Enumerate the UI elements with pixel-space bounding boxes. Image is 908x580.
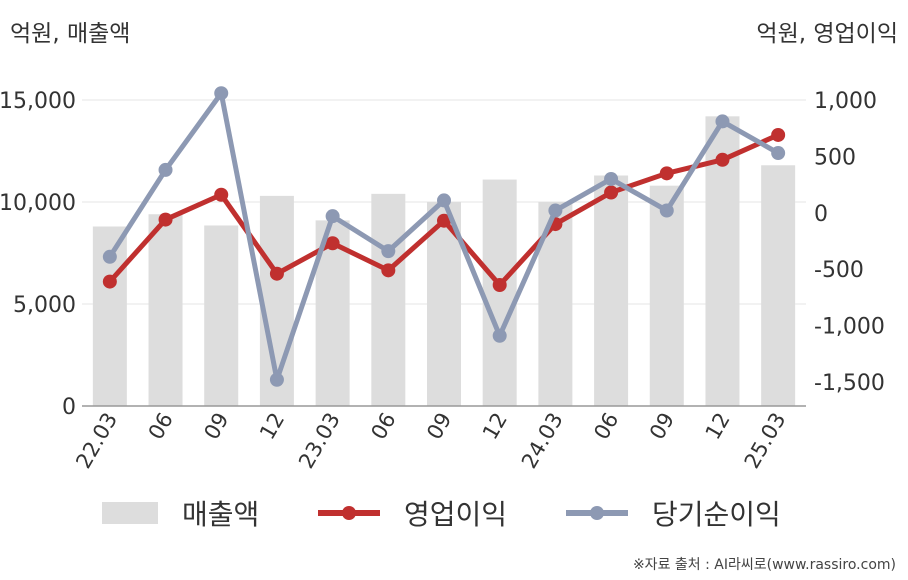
legend-swatch-point [342, 506, 356, 520]
series-point [604, 185, 619, 200]
x-tick-label: 06 [144, 409, 178, 444]
x-tick-label: 12 [255, 409, 289, 444]
left-axis-unit-label: 억원, 매출액 [10, 21, 131, 47]
right-tick-label: -1,000 [814, 315, 885, 340]
legend-swatch-bar [102, 502, 158, 524]
right-tick-label: 1,000 [814, 89, 877, 114]
x-tick-label: 09 [422, 409, 456, 444]
revenue-bar [482, 179, 517, 406]
legend-label: 당기순이익 [652, 498, 781, 531]
series-point [604, 171, 619, 186]
right-tick-label: 0 [814, 202, 828, 227]
left-tick-label: 5,000 [13, 293, 76, 318]
revenue-bar [148, 214, 183, 406]
left-axis-ticks: 0 5,000 10,000 15,000 [0, 89, 76, 420]
series-point [659, 203, 674, 218]
x-tick-label: 12 [478, 409, 512, 444]
series-point [437, 193, 451, 208]
series-point [102, 249, 117, 264]
left-tick-label: 0 [62, 395, 76, 420]
series-point [381, 263, 396, 278]
revenue-bar [649, 185, 684, 406]
right-tick-label: -1,500 [814, 371, 885, 396]
legend-label: 매출액 [182, 498, 259, 531]
source-note: ※자료 출처 : AI라씨로(www.rassiro.com) [632, 557, 896, 573]
series-point [548, 203, 563, 218]
x-axis-ticks: 22.03 06 09 12 23.03 06 09 12 24.03 06 09 12 25.03 [71, 409, 790, 473]
series-point [492, 277, 507, 292]
x-tick-label: 12 [701, 409, 735, 444]
series-point [715, 152, 730, 167]
series-point [158, 212, 173, 227]
right-tick-label: 500 [814, 145, 856, 170]
series-point [158, 162, 173, 177]
revenue-bar [761, 165, 796, 406]
series-point [771, 146, 786, 161]
series-point [102, 274, 117, 289]
right-tick-label: -500 [814, 258, 864, 283]
series-point [771, 127, 786, 142]
left-tick-label: 15,000 [0, 89, 76, 114]
series-point [715, 114, 730, 129]
x-tick-label: 06 [589, 409, 623, 444]
revenue-bar [371, 193, 406, 406]
revenue-bars [92, 116, 796, 406]
x-tick-label: 06 [366, 409, 400, 444]
legend-swatch-point [590, 506, 604, 520]
series-point [659, 166, 674, 181]
revenue-bar [204, 225, 239, 406]
x-tick-label: 24.03 [517, 409, 568, 473]
x-tick-label: 09 [199, 409, 233, 444]
series-point [492, 328, 507, 343]
x-tick-label: 23.03 [294, 409, 345, 473]
series-point [269, 266, 284, 281]
series-point [325, 209, 340, 224]
series-point [381, 244, 396, 259]
right-axis-ticks: -1,500 -1,000 -500 0 500 1,000 [814, 89, 885, 396]
right-axis-unit-label: 억원, 영업이익 [756, 21, 898, 47]
legend-label: 영업이익 [404, 498, 507, 531]
x-tick-label: 22.03 [71, 409, 122, 473]
legend: 매출액 영업이익 당기순이익 [102, 498, 781, 531]
left-tick-label: 10,000 [0, 191, 76, 216]
x-tick-label: 09 [645, 409, 679, 444]
series-point [325, 236, 340, 251]
series-point [437, 213, 451, 228]
series-point [214, 187, 229, 202]
revenue-bar [594, 175, 629, 406]
series-point [214, 86, 229, 101]
series-point [269, 372, 284, 387]
profit-lines [102, 86, 786, 387]
x-tick-label: 25.03 [740, 409, 791, 473]
